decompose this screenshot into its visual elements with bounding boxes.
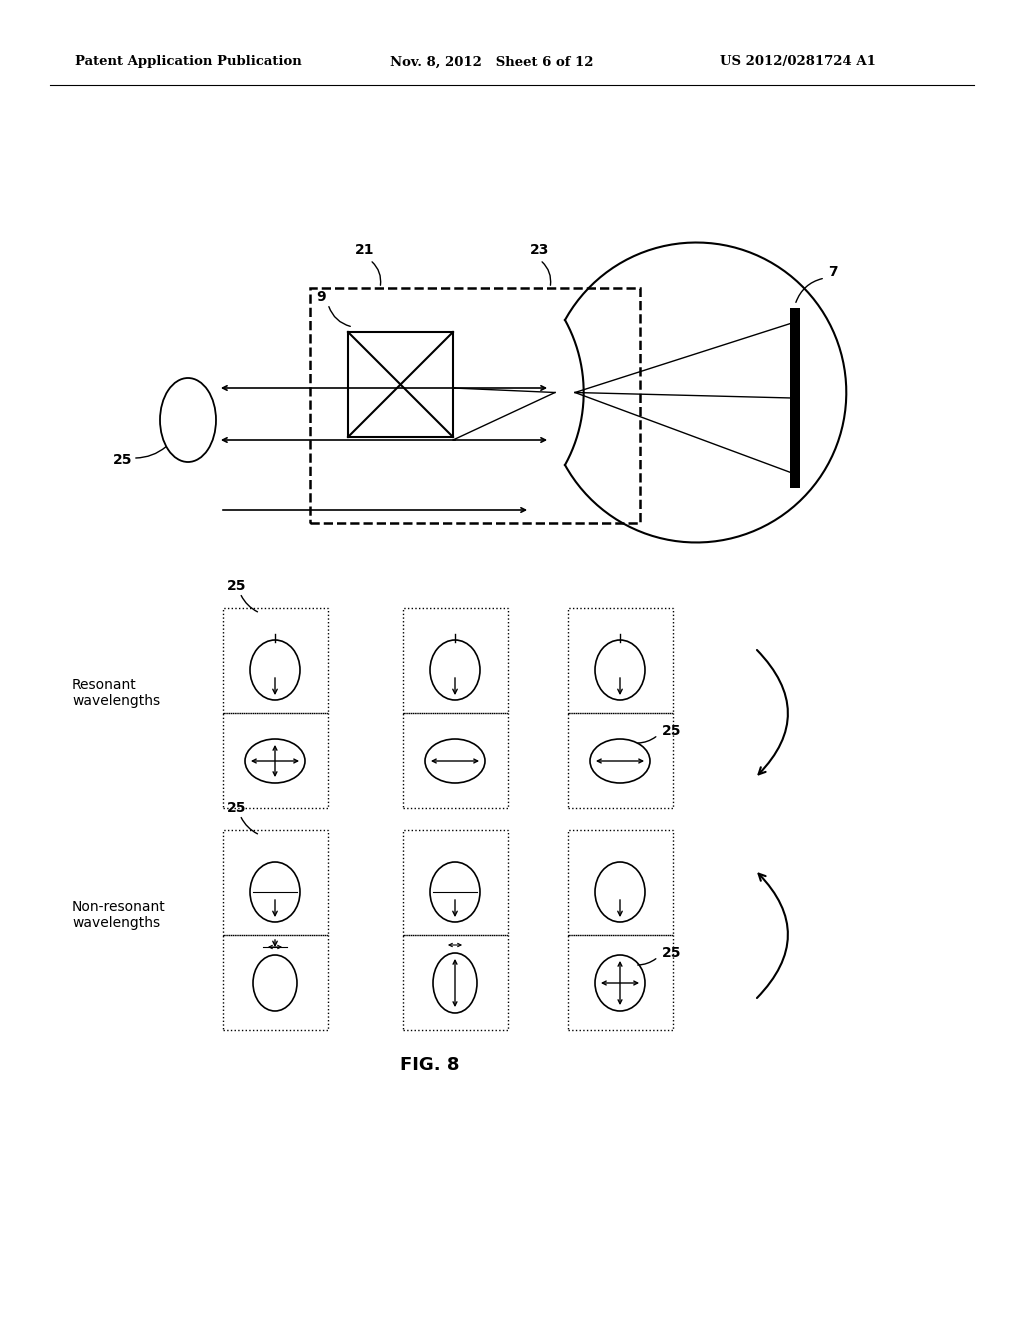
- Ellipse shape: [250, 862, 300, 921]
- Text: 23: 23: [530, 243, 549, 257]
- Text: Patent Application Publication: Patent Application Publication: [75, 55, 302, 69]
- Bar: [222, 609, 328, 713]
- Bar: [402, 830, 508, 935]
- Ellipse shape: [595, 862, 645, 921]
- Ellipse shape: [590, 739, 650, 783]
- Ellipse shape: [425, 739, 485, 783]
- Bar: [567, 713, 673, 808]
- Bar: [402, 609, 508, 713]
- Ellipse shape: [430, 640, 480, 700]
- Bar: [567, 609, 673, 713]
- Text: 25: 25: [227, 579, 247, 593]
- Bar: [567, 935, 673, 1030]
- Text: 25: 25: [227, 801, 247, 814]
- Text: 21: 21: [355, 243, 375, 257]
- Text: 25: 25: [113, 453, 132, 467]
- Text: 25: 25: [662, 723, 682, 738]
- Bar: [222, 713, 328, 808]
- Text: Nov. 8, 2012   Sheet 6 of 12: Nov. 8, 2012 Sheet 6 of 12: [390, 55, 594, 69]
- Bar: [222, 935, 328, 1030]
- Text: 7: 7: [828, 265, 838, 279]
- Text: FIG. 8: FIG. 8: [400, 1056, 460, 1074]
- Ellipse shape: [433, 953, 477, 1012]
- Bar: [348, 333, 453, 437]
- Ellipse shape: [245, 739, 305, 783]
- Bar: [567, 830, 673, 935]
- Bar: [790, 308, 800, 488]
- Ellipse shape: [595, 954, 645, 1011]
- Ellipse shape: [160, 378, 216, 462]
- Bar: [402, 713, 508, 808]
- Text: Non-resonant
wavelengths: Non-resonant wavelengths: [72, 900, 166, 931]
- Bar: [402, 935, 508, 1030]
- Ellipse shape: [250, 640, 300, 700]
- Text: US 2012/0281724 A1: US 2012/0281724 A1: [720, 55, 876, 69]
- Bar: [222, 830, 328, 935]
- Ellipse shape: [430, 862, 480, 921]
- Text: Resonant
wavelengths: Resonant wavelengths: [72, 678, 160, 708]
- Ellipse shape: [595, 640, 645, 700]
- Bar: [310, 288, 640, 523]
- Ellipse shape: [253, 954, 297, 1011]
- Text: 9: 9: [316, 290, 326, 304]
- Text: 25: 25: [662, 946, 682, 960]
